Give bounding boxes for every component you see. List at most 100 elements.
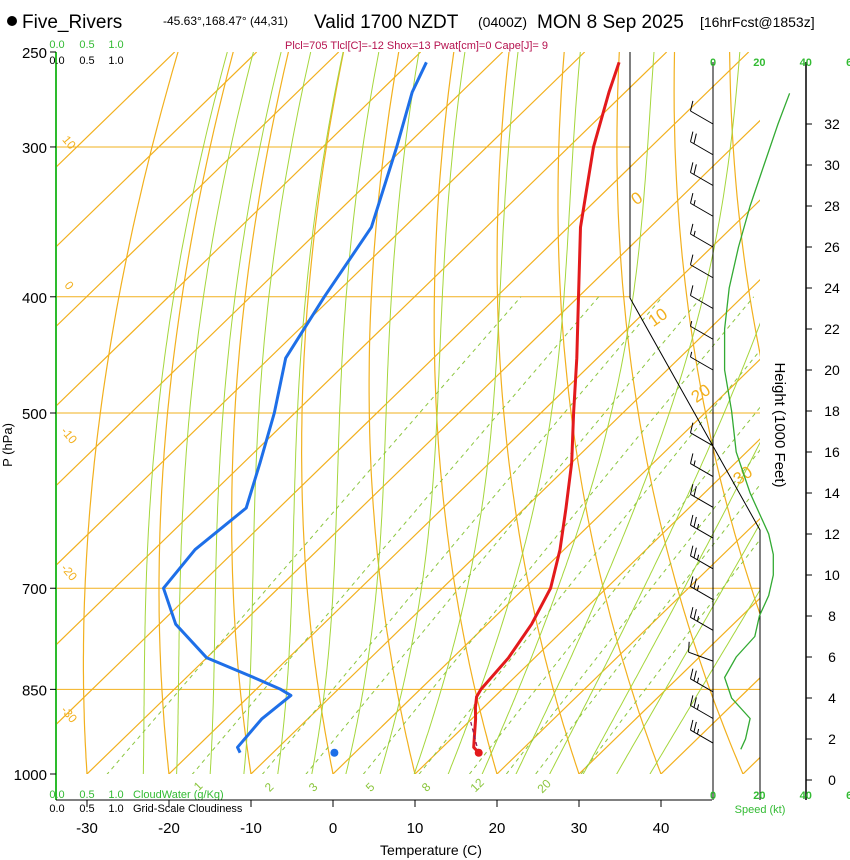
- isotherm-label: 0: [62, 278, 77, 292]
- mixing-ratio-labels: 1 2 3 5 8 12 20: [191, 775, 554, 796]
- moist-adiabat--16: [176, 52, 254, 774]
- isotherm--10: [250, 278, 760, 774]
- dewpoint-profile-line: [162, 61, 428, 754]
- height-tick-label: 22: [824, 321, 840, 337]
- dry-adiabat--30: [82, 52, 179, 774]
- wind-barb: [689, 484, 714, 508]
- height-tick-label: 20: [824, 362, 840, 378]
- height-tick-label: 2: [828, 731, 836, 747]
- dry-adiabat-0: [300, 52, 345, 774]
- moist-adiabat-40: [649, 589, 760, 774]
- dry-adiabat-label: 20: [688, 380, 714, 406]
- temperature-tick-label: 0: [329, 820, 337, 837]
- height-tick-label: 0: [828, 772, 836, 788]
- temperature-tick-label: -30: [76, 820, 98, 837]
- dry-adiabat-10: [368, 52, 416, 774]
- height-tick-label: 10: [824, 567, 840, 583]
- wind-barb: [689, 192, 714, 217]
- speed-tick-top: 0: [710, 57, 716, 69]
- speed-tick-bottom: 0: [710, 790, 716, 802]
- dry-adiabat--10: [231, 52, 290, 774]
- cloudiness-tick-top: 0.5: [79, 55, 94, 67]
- moist-adiabat--4: [277, 52, 344, 774]
- isotherm-labels: 10 0 -10 -20 -30: [58, 133, 80, 726]
- temperature-tick-label: 30: [571, 820, 588, 837]
- cloud-water-label: CloudWater (g/Kg): [133, 789, 224, 801]
- speed-scale-bottom: 0 20 40 60: [710, 790, 850, 802]
- pressure-tick-label: 250: [22, 45, 47, 62]
- isotherm-30: [578, 597, 760, 774]
- moist-adiabat-8: [379, 52, 466, 774]
- moist-adiabat--8: [243, 52, 312, 774]
- isotherm--40: [56, 52, 750, 726]
- isotherm--30: [86, 119, 760, 774]
- speed-tick-bottom: 20: [753, 790, 765, 802]
- moist-adiabat-lines: [142, 52, 760, 774]
- temperature-profile-line: [472, 61, 621, 754]
- moist-adiabat-28: [549, 322, 760, 774]
- moist-adiabat-12: [413, 52, 519, 774]
- cloudiness-tick-top: 0.0: [49, 55, 64, 67]
- wind-barb: [689, 351, 714, 371]
- speed-tick-bottom: 40: [800, 790, 812, 802]
- height-tick-label: 8: [828, 608, 836, 624]
- wind-barb: [689, 321, 714, 340]
- isotherm-lines: [56, 52, 760, 774]
- wind-barbs: [688, 100, 714, 744]
- valid-utc: (0400Z): [478, 14, 527, 30]
- isotherm--90: [56, 52, 340, 328]
- isotherm--70: [56, 52, 504, 487]
- wind-barb: [689, 719, 714, 744]
- speed-tick-top: 40: [800, 57, 812, 69]
- wind-barb: [689, 514, 714, 539]
- mixing-ratio-label: 2: [262, 780, 277, 795]
- dry-adiabat-20: [433, 52, 498, 774]
- mixing-ratio-label: 5: [363, 780, 378, 795]
- height-tick-label: 26: [824, 239, 840, 255]
- cloud-water-tick-bottom: 1.0: [108, 789, 123, 801]
- moist-adiabat-36: [616, 522, 760, 774]
- cloud-water-tick-top: 0.5: [79, 39, 94, 51]
- wind-barb: [689, 453, 714, 478]
- speed-axis-title: Speed (kt): [735, 804, 786, 816]
- isotherm--100: [56, 52, 258, 248]
- mixing-ratio-label: 3: [306, 780, 321, 795]
- speed-tick-top: 20: [753, 57, 765, 69]
- height-tick-label: 24: [824, 280, 840, 296]
- surface-temperature-point: [474, 748, 483, 757]
- isotherm-10: [414, 438, 760, 774]
- wind-barb: [689, 131, 714, 156]
- height-tick-label: 4: [828, 690, 836, 706]
- cloud-water-tick-top: 0.0: [49, 39, 64, 51]
- pressure-tick-label: 700: [22, 581, 47, 598]
- wind-barb: [689, 422, 714, 447]
- mixing-ratio-28: [580, 538, 760, 774]
- isotherm-label: -20: [58, 561, 80, 584]
- wind-speed-profile-line: [723, 93, 791, 750]
- speed-tick-top: 60: [846, 57, 850, 69]
- dry-adiabat-50: [616, 52, 744, 774]
- site-name: Five_Rivers: [22, 12, 122, 33]
- moist-adiabat-32: [582, 441, 760, 774]
- height-tick-label: 18: [824, 403, 840, 419]
- temperature-axis: -30 -20 -10 0 10 20 30 40: [76, 800, 669, 837]
- wind-barb: [689, 162, 714, 186]
- height-tick-label: 14: [824, 485, 840, 501]
- speed-scale-top: 0 20 40 60: [710, 57, 850, 69]
- cloud-water-tick-bottom: 0.5: [79, 789, 94, 801]
- wind-barb: [688, 641, 714, 662]
- dry-adiabat-30: [496, 52, 580, 774]
- height-tick-label: 30: [824, 157, 840, 173]
- moist-adiabat-4: [345, 52, 420, 774]
- wind-panel-boundary: [629, 52, 761, 800]
- wind-barb: [689, 100, 714, 125]
- height-tick-label: 16: [824, 444, 840, 460]
- mixing-ratio-12: [468, 406, 760, 774]
- temperature-tick-label: -10: [240, 820, 262, 837]
- mixing-ratio-lines: [106, 296, 760, 774]
- mixing-ratio-0.4: [106, 296, 522, 774]
- speed-tick-bottom: 60: [846, 790, 850, 802]
- surface-dewpoint-point: [330, 748, 339, 757]
